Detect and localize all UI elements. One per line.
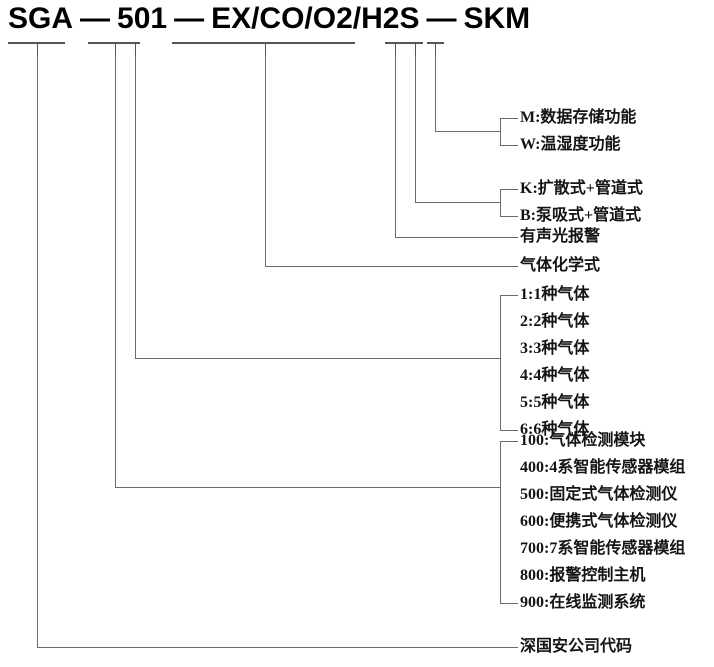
label-gas-formula: 气体化学式: [520, 257, 601, 274]
tick-gases: [265, 43, 266, 56]
leader-gascount-vertical: [135, 56, 136, 358]
leader-company-vertical: [37, 56, 38, 647]
model-segment-sga: SGA: [8, 2, 74, 35]
model-segment-sk: SK: [463, 2, 506, 35]
label-sampling-k: K:扩散式+管道式: [520, 180, 643, 197]
bracket-spine-sampling: [500, 189, 501, 216]
model-dash-2: —: [174, 2, 205, 35]
underline-sga: [8, 42, 65, 44]
bracket-stub-b: [500, 216, 518, 217]
tick-sga: [37, 43, 38, 56]
bracket-stub-series-last: [500, 603, 518, 604]
leader-company-horizontal: [37, 647, 518, 648]
tick-501-count: [135, 43, 136, 56]
leader-m-vertical: [435, 56, 436, 131]
model-segment-m: M: [505, 2, 531, 35]
tick-m: [435, 43, 436, 56]
bracket-stub-w: [500, 145, 518, 146]
model-segment-gases: EX/CO/O2/H2S: [211, 2, 420, 35]
model-dash-1: —: [80, 2, 111, 35]
leader-k-horizontal: [415, 202, 500, 203]
leader-series-vertical: [115, 56, 116, 487]
label-gascount-4: 4:4种气体: [520, 367, 590, 384]
model-code-title: SGA —501— EX/CO/O2/H2S — SKM: [8, 2, 530, 42]
bracket-spine-storage: [500, 118, 501, 145]
leader-s-vertical: [395, 56, 396, 237]
label-series-500: 500:固定式气体检测仪: [520, 486, 678, 503]
underline-gases: [172, 42, 355, 44]
leader-series-horizontal: [115, 487, 500, 488]
label-storage-m: M:数据存储功能: [520, 109, 637, 126]
model-dash-3: —: [426, 2, 457, 35]
label-gascount-3: 3:3种气体: [520, 340, 590, 357]
bracket-stub-gascount-last: [500, 430, 518, 431]
label-gascount-6: 6:6种气体: [520, 421, 590, 438]
label-series-600: 600:便携式气体检测仪: [520, 513, 678, 530]
tick-501-series: [115, 43, 116, 56]
leader-m-horizontal: [435, 131, 500, 132]
leader-gases-horizontal: [265, 266, 518, 267]
tick-s: [395, 43, 396, 56]
label-gascount-5: 5:5种气体: [520, 394, 590, 411]
bracket-stub-gascount-first: [500, 295, 518, 296]
underline-501: [88, 42, 140, 44]
label-series-800: 800:报警控制主机: [520, 567, 646, 584]
tick-k: [415, 43, 416, 56]
bracket-stub-k: [500, 189, 518, 190]
label-alarm-type: 有声光报警: [520, 228, 601, 245]
label-series-700: 700:7系智能传感器模组: [520, 540, 686, 557]
underline-sk: [385, 42, 423, 44]
leader-gases-vertical: [265, 56, 266, 266]
label-storage-w: W:温湿度功能: [520, 136, 621, 153]
label-company-code: 深国安公司代码: [520, 638, 633, 655]
leader-k-vertical: [415, 56, 416, 202]
label-gascount-1: 1:1种气体: [520, 286, 590, 303]
model-segment-501: 501: [117, 2, 168, 35]
leader-gascount-horizontal: [135, 358, 500, 359]
label-series-400: 400:4系智能传感器模组: [520, 459, 686, 476]
bracket-stub-m: [500, 118, 518, 119]
label-sampling-b: B:泵吸式+管道式: [520, 207, 642, 224]
label-series-100: 100:气体检测模块: [520, 432, 646, 449]
bracket-stub-series-first: [500, 441, 518, 442]
bracket-spine-gascount: [500, 295, 501, 430]
label-gascount-2: 2:2种气体: [520, 313, 590, 330]
label-series-900: 900:在线监测系统: [520, 594, 646, 611]
leader-s-horizontal: [395, 237, 518, 238]
bracket-spine-series: [500, 441, 501, 603]
